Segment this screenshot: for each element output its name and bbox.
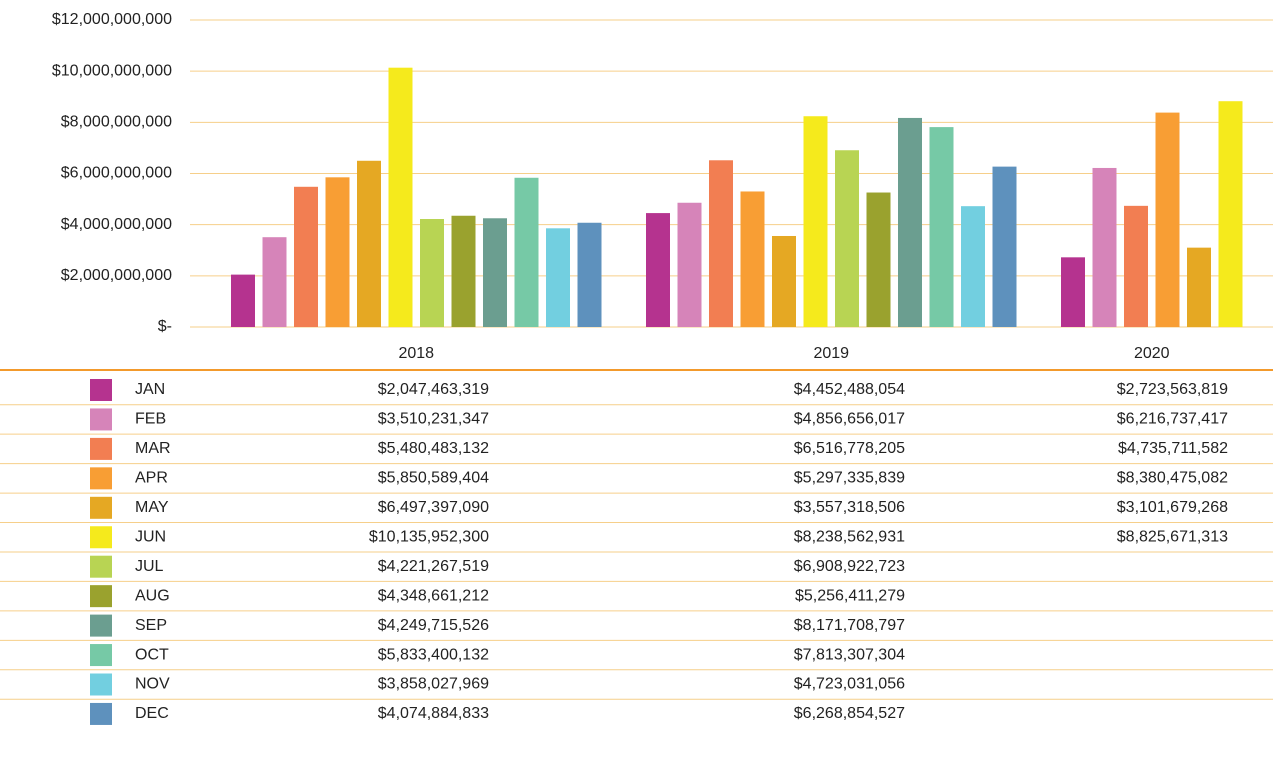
data-label: $10,135,952,300	[369, 528, 489, 545]
data-label: $6,216,737,417	[1117, 411, 1228, 428]
legend-label: OCT	[135, 646, 169, 663]
legend-label: DEC	[135, 705, 169, 722]
data-label: $4,348,661,212	[378, 587, 489, 604]
bar	[835, 150, 859, 327]
data-label: $4,723,031,056	[794, 676, 905, 693]
data-label: $8,171,708,797	[794, 617, 905, 634]
bar	[1124, 205, 1148, 327]
data-label: $6,497,397,090	[378, 499, 489, 516]
data-label: $3,510,231,347	[378, 411, 489, 428]
bar	[325, 177, 350, 327]
data-label: $5,256,411,279	[795, 587, 905, 604]
bar	[420, 219, 444, 327]
legend-swatch	[90, 467, 112, 490]
legend-label: JUL	[135, 558, 164, 575]
legend-swatch	[90, 526, 112, 549]
bar	[577, 222, 602, 327]
data-label: $3,858,027,969	[378, 676, 489, 693]
legend-label: JUN	[135, 528, 166, 545]
data-label: $4,452,488,054	[794, 381, 905, 398]
legend-label: SEP	[135, 617, 167, 634]
bar	[357, 160, 381, 327]
data-label: $8,238,562,931	[794, 528, 905, 545]
x-tick-label: 2020	[1134, 345, 1170, 362]
data-label: $6,268,854,527	[794, 705, 905, 722]
data-label: $3,101,679,268	[1117, 499, 1228, 516]
bar	[898, 117, 922, 327]
data-label: $2,047,463,319	[378, 381, 489, 398]
y-tick-label: $2,000,000,000	[61, 267, 172, 284]
bar	[740, 191, 765, 327]
bar	[514, 177, 539, 327]
legend-swatch	[90, 496, 112, 519]
data-label: $6,516,778,205	[794, 440, 905, 457]
bar	[388, 67, 413, 328]
bar	[1187, 247, 1211, 327]
data-label: $4,249,715,526	[378, 617, 489, 634]
legend-swatch	[90, 408, 112, 431]
data-label: $4,221,267,519	[378, 558, 489, 575]
bar	[262, 237, 287, 327]
legend-swatch	[90, 379, 112, 401]
data-label: $4,856,656,017	[794, 411, 905, 428]
y-tick-label: $8,000,000,000	[61, 114, 172, 131]
legend-swatch	[90, 673, 112, 696]
y-tick-label: $6,000,000,000	[61, 165, 172, 182]
bar	[803, 116, 828, 327]
bar	[1155, 112, 1180, 327]
data-label: $8,380,475,082	[1117, 470, 1228, 487]
data-label: $5,833,400,132	[378, 646, 489, 663]
legend-swatch	[90, 555, 112, 578]
bar	[1092, 167, 1117, 327]
legend-swatch	[90, 585, 112, 608]
legend-label: FEB	[135, 411, 166, 428]
bar	[772, 235, 796, 327]
bar	[483, 218, 507, 327]
bar	[992, 166, 1017, 327]
data-label: $6,908,922,723	[794, 558, 905, 575]
y-tick-label: $10,000,000,000	[52, 62, 172, 79]
y-tick-label: $-	[158, 318, 172, 335]
bar	[294, 186, 318, 327]
legend-label: AUG	[135, 587, 170, 604]
x-tick-label: 2019	[813, 345, 849, 362]
data-label: $4,735,711,582	[1118, 440, 1228, 457]
bar	[929, 127, 954, 327]
bar	[451, 215, 476, 327]
legend-label: MAR	[135, 440, 171, 457]
y-tick-label: $4,000,000,000	[61, 216, 172, 233]
data-label: $2,723,563,819	[1117, 381, 1228, 398]
legend-label: MAY	[135, 499, 169, 516]
bar	[709, 160, 733, 327]
bar	[677, 202, 702, 327]
data-label: $3,557,318,506	[794, 499, 905, 516]
x-tick-label: 2018	[398, 345, 434, 362]
bar	[546, 228, 570, 327]
legend-label: APR	[135, 470, 168, 487]
legend-swatch	[90, 702, 112, 725]
data-label: $7,813,307,304	[794, 646, 905, 663]
legend-swatch	[90, 614, 112, 637]
data-label: $4,074,884,833	[378, 705, 489, 722]
legend-swatch	[90, 644, 112, 667]
legend-swatch	[90, 437, 112, 460]
data-label: $5,297,335,839	[794, 470, 905, 487]
data-label: $5,480,483,132	[378, 440, 489, 457]
data-label: $8,825,671,313	[1117, 528, 1228, 545]
bar	[1218, 101, 1243, 328]
bar	[231, 274, 255, 327]
bar	[961, 206, 985, 327]
data-label: $5,850,589,404	[378, 470, 489, 487]
y-tick-label: $12,000,000,000	[52, 11, 172, 28]
bar	[866, 192, 891, 327]
legend-label: NOV	[135, 676, 170, 693]
legend-label: JAN	[135, 381, 165, 398]
bar	[1061, 257, 1085, 327]
bar	[646, 213, 670, 327]
